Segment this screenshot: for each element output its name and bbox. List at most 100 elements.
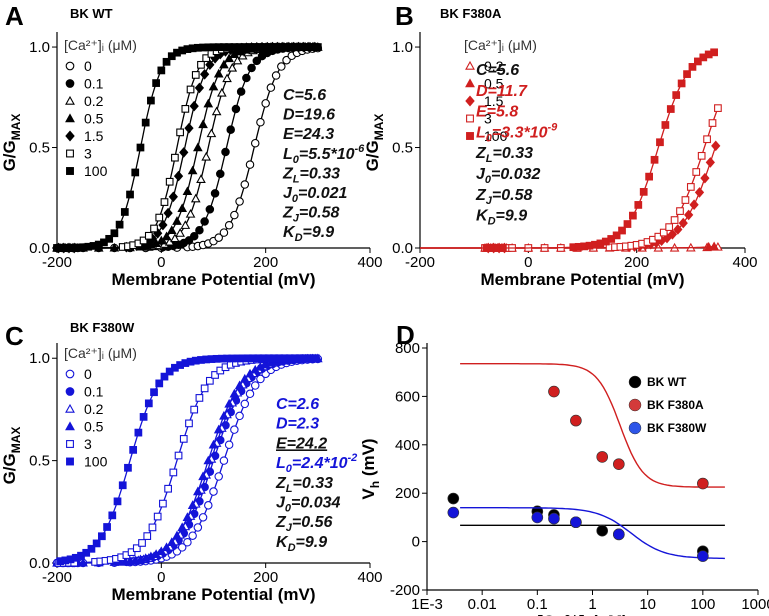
data-point [153,512,162,521]
data-point [198,119,208,129]
data-point [214,472,223,481]
data-point [235,411,244,421]
data-point [711,140,721,152]
data-point [165,177,174,186]
data-point [677,79,686,88]
data-point [447,506,460,519]
data-point [179,435,188,443]
fit-parameter: ZJ=0.56 [275,514,332,534]
fit-parameter: J0=0.032 [476,166,541,186]
y-tick-label: 0.5 [29,140,50,157]
data-point [203,98,214,108]
data-point [108,511,117,520]
fit-parameter: J0=0.021 [283,185,348,205]
data-point [92,539,101,548]
data-point [686,183,695,191]
data-point [158,219,168,231]
data-point [222,73,232,83]
data-point [179,147,189,158]
data-point [210,189,220,198]
data-point [191,71,200,79]
data-point [245,389,255,399]
data-point [155,379,164,388]
data-point [214,233,223,242]
data-point [144,231,153,240]
data-point [65,95,75,105]
series-100 [53,43,322,252]
legend-entry: BK F380A [647,398,704,412]
data-point [692,168,701,176]
data-point [277,62,286,71]
data-point [190,405,199,414]
legend-title: [Ca²⁺]ᵢ (μM) [464,37,537,53]
data-point [131,168,140,177]
data-point [673,224,683,235]
data-point [211,106,222,116]
x-tick-label: -200 [42,254,72,271]
data-point [161,542,172,552]
data-point [144,399,153,408]
fit-parameter: L0=3.3*10-9 [476,121,558,144]
data-point [213,424,224,434]
data-point [65,403,75,413]
data-point [200,68,210,80]
data-point [681,196,690,204]
data-point [169,468,178,477]
data-point [714,104,722,112]
data-point [689,199,699,211]
data-point [240,399,250,409]
data-point [688,63,697,71]
series-BK-F380W [447,506,725,562]
data-point [219,228,229,237]
data-point [161,231,172,241]
x-tick-label: 200 [253,254,278,271]
x-tick-label: 1E-3 [411,596,443,613]
data-point [313,43,322,51]
legend-entry: BK WT [647,375,687,389]
data-point [66,440,74,448]
x-tick-label: 100 [690,596,715,613]
data-point [159,499,167,508]
x-tick-label: 10 [639,596,656,613]
data-point [634,201,643,209]
x-tick-label: 400 [732,254,757,271]
data-point [155,213,164,222]
legend-entry: 100 [84,454,108,470]
y-axis-label: Vh (mV) [359,438,382,499]
series-1.5 [420,140,721,254]
data-point [174,451,183,460]
data-point [171,153,179,162]
data-point [672,91,681,99]
data-point [172,530,182,540]
data-point [570,516,582,529]
panel-C: C BK F380W -200 0 200 400 0.0 0.5 1.0 Membrane Po… [0,320,383,604]
panel-B: B BK F380A -200 0 200 400 0.0 0.5 1.0 Membrane Po… [363,1,758,289]
data-point [180,220,191,229]
data-point [629,211,637,220]
data-point [548,385,560,398]
y-tick-label: -200 [390,582,420,599]
data-point [256,117,265,127]
fit-curve [460,507,725,560]
data-point [194,82,205,94]
series-BK-WT [447,492,725,558]
data-point [65,130,75,142]
data-point [219,456,229,465]
data-point [177,522,188,532]
data-point [162,57,171,66]
data-point [120,208,129,216]
legend-entry: 100 [84,163,108,179]
y-tick-label: 1.0 [29,39,50,56]
x-axis-label: Membrane Potential (mV) [480,270,684,289]
x-axis-label: [Ca²⁺]ᵢ (μM) [537,612,628,616]
data-point [224,398,234,408]
data-point [227,62,238,72]
panel-D: D 1E-3 0.01 0.1 1 10 100 1000 -200 0 200 400 600 800 [… [359,320,769,616]
y-tick-label: 0.5 [29,453,50,470]
data-point [205,59,215,71]
data-point [182,512,193,521]
legend-entry: 0.2 [84,401,104,417]
data-point [230,425,239,434]
data-point [697,151,706,160]
